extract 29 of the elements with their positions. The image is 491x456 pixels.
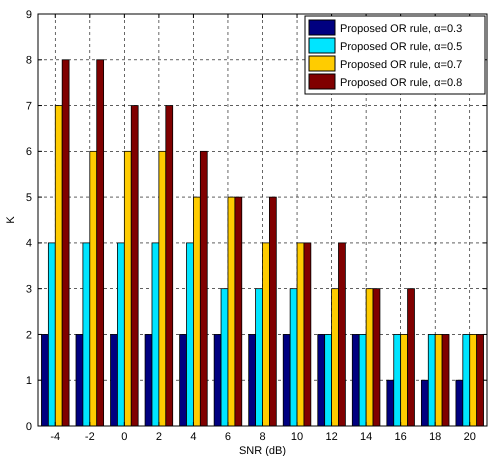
- x-tick-label: -2: [84, 431, 95, 443]
- y-tick-label: 8: [26, 54, 32, 67]
- x-tick-label: 12: [325, 431, 338, 443]
- x-tick-label: 20: [464, 431, 476, 443]
- legend-label: Proposed OR rule, α=0.5: [340, 41, 462, 53]
- y-tick-label: 7: [26, 100, 32, 112]
- x-tick-label: 18: [429, 431, 442, 443]
- y-tick-label: 9: [26, 8, 32, 21]
- x-tick-label: 4: [190, 431, 196, 443]
- y-axis-title: K: [5, 216, 17, 224]
- y-tick-label: 3: [26, 284, 32, 296]
- x-tick-label: 14: [360, 431, 372, 443]
- legend-label: Proposed OR rule, α=0.3: [340, 23, 462, 35]
- x-tick-label: 10: [290, 431, 304, 443]
- x-tick-label: -4: [50, 431, 60, 443]
- x-tick-label: 8: [259, 431, 266, 443]
- y-tick-label: 6: [26, 146, 32, 158]
- x-tick-label: 6: [224, 431, 232, 443]
- x-tick-label: 2: [156, 431, 162, 443]
- x-tick-label: 0: [121, 431, 128, 443]
- y-tick-label: 1: [26, 375, 32, 388]
- y-tick-label: 2: [26, 329, 32, 342]
- legend-label: Proposed OR rule, α=0.8: [340, 77, 462, 89]
- legend-label: Proposed OR rule, α=0.7: [340, 59, 462, 71]
- y-tick-label: 5: [26, 192, 32, 204]
- x-tick-label: 16: [394, 431, 407, 443]
- y-tick-label: 0: [26, 420, 32, 433]
- x-axis-title: SNR (dB): [238, 445, 286, 456]
- y-tick-label: 4: [26, 238, 32, 250]
